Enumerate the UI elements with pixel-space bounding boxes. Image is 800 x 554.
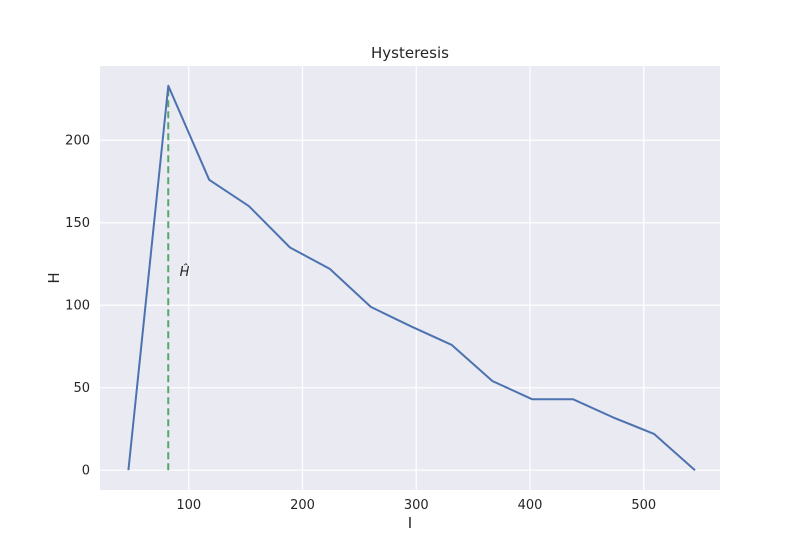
grid	[100, 66, 720, 490]
chart-title: Hysteresis	[371, 44, 449, 62]
tick-labels: 100 200 300 400 500 0 50 100 150 200	[65, 134, 656, 513]
series-line-0	[127, 84, 696, 471]
x-axis-label: I	[408, 514, 412, 532]
y-tick-label: 100	[65, 299, 90, 314]
y-tick-label: 200	[65, 134, 90, 149]
x-tick-label: 200	[290, 498, 315, 513]
x-tick-label: 400	[518, 498, 543, 513]
data-layer	[127, 84, 696, 471]
plot-background	[100, 66, 720, 490]
y-tick-label: 150	[65, 216, 90, 231]
h-hat-annotation: Ĥ	[180, 264, 190, 280]
y-tick-label: 0	[82, 464, 90, 479]
x-tick-label: 100	[176, 498, 201, 513]
x-tick-label: 300	[404, 498, 429, 513]
x-tick-label: 500	[631, 498, 656, 513]
y-tick-label: 50	[73, 381, 90, 396]
y-axis-label: H	[45, 272, 63, 283]
